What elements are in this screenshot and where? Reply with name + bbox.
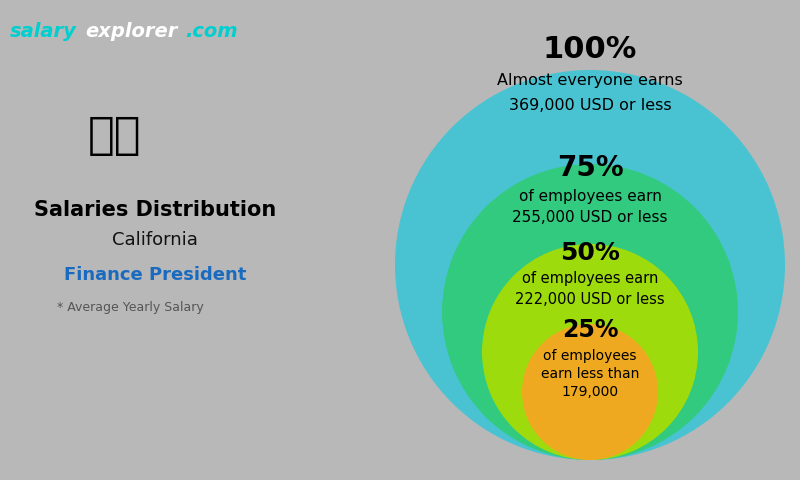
Circle shape: [442, 164, 738, 460]
Text: explorer: explorer: [85, 22, 178, 41]
Text: 100%: 100%: [543, 36, 637, 64]
Text: of employees earn: of employees earn: [522, 271, 658, 286]
Circle shape: [522, 324, 658, 460]
Text: 75%: 75%: [557, 154, 623, 182]
Text: * Average Yearly Salary: * Average Yearly Salary: [57, 301, 203, 314]
Text: Almost everyone earns: Almost everyone earns: [497, 72, 683, 87]
Text: 369,000 USD or less: 369,000 USD or less: [509, 97, 671, 112]
Text: 25%: 25%: [562, 318, 618, 342]
Text: Finance President: Finance President: [64, 266, 246, 284]
Text: 255,000 USD or less: 255,000 USD or less: [512, 211, 668, 226]
Text: California: California: [112, 231, 198, 249]
Text: 222,000 USD or less: 222,000 USD or less: [515, 291, 665, 307]
Text: of employees: of employees: [543, 349, 637, 363]
Text: 🇺🇸: 🇺🇸: [88, 113, 142, 156]
Text: of employees earn: of employees earn: [518, 189, 662, 204]
Circle shape: [395, 70, 785, 460]
Text: 50%: 50%: [560, 241, 620, 265]
Text: earn less than: earn less than: [541, 367, 639, 381]
Text: .com: .com: [185, 22, 238, 41]
Text: Salaries Distribution: Salaries Distribution: [34, 200, 276, 220]
Text: 179,000: 179,000: [562, 385, 618, 399]
Text: salary: salary: [10, 22, 77, 41]
Circle shape: [482, 244, 698, 460]
